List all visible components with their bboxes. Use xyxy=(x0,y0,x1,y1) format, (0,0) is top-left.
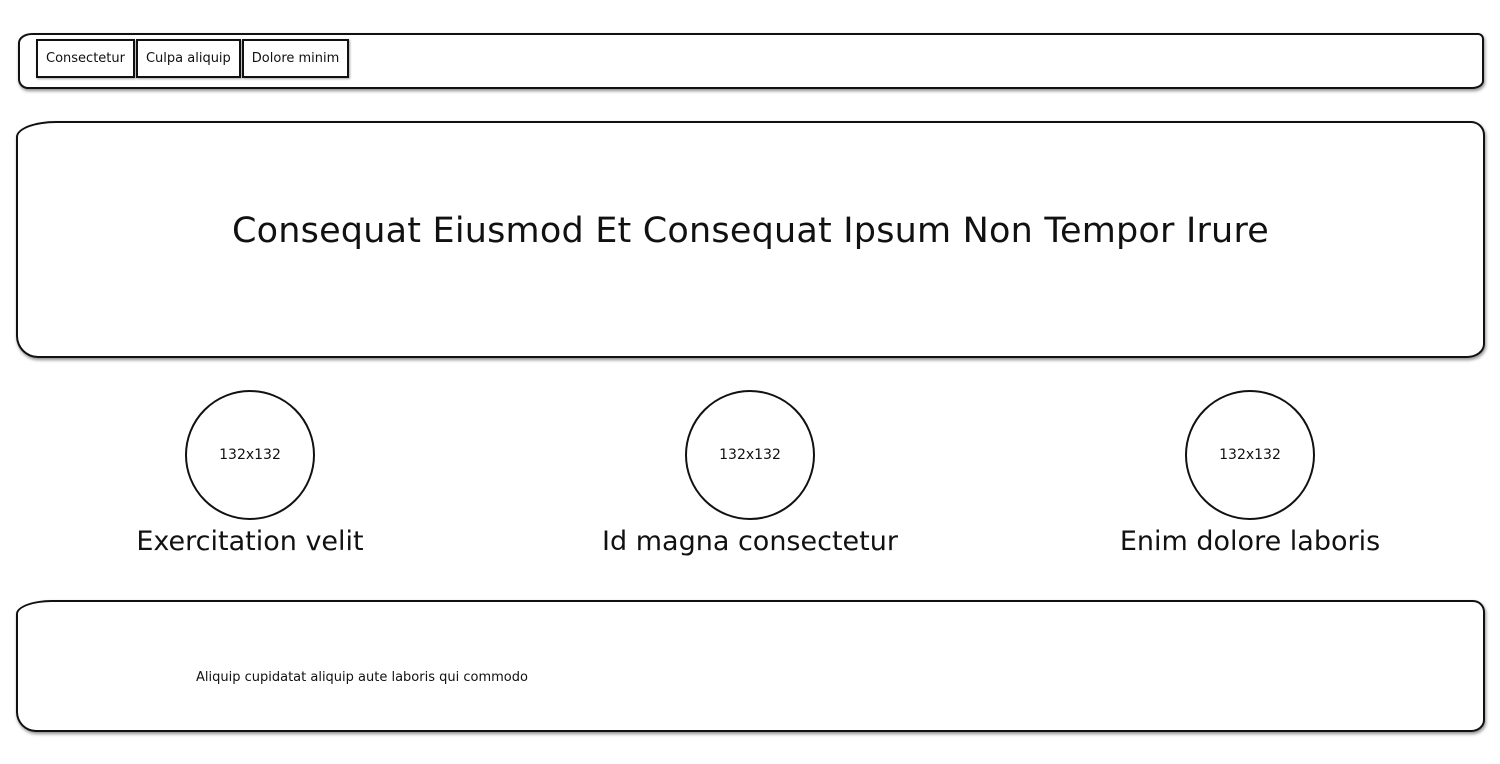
feature-image-placeholder: 132x132 xyxy=(185,390,315,520)
feature-label: Exercitation velit xyxy=(136,526,364,557)
nav-tab-culpa-aliquip[interactable]: Culpa aliquip xyxy=(135,39,241,78)
footer: Aliquip cupidatat aliquip aute laboris q… xyxy=(16,600,1485,732)
feature-label: Enim dolore laboris xyxy=(1119,526,1381,557)
feature-item: 132x132 Exercitation velit xyxy=(40,390,460,558)
footer-text: Aliquip cupidatat aliquip aute laboris q… xyxy=(196,670,528,685)
feature-item: 132x132 Id magna consectetur xyxy=(540,390,960,558)
nav-bar: Consectetur Culpa aliquip Dolore minim xyxy=(18,33,1484,89)
hero-banner: Consequat Eiusmod Et Consequat Ipsum Non… xyxy=(16,121,1485,358)
feature-label: Id magna consectetur xyxy=(602,526,898,557)
nav-tab-consectetur[interactable]: Consectetur xyxy=(36,39,135,78)
nav-tab-dolore-minim[interactable]: Dolore minim xyxy=(241,39,350,78)
feature-image-placeholder: 132x132 xyxy=(685,390,815,520)
feature-image-placeholder: 132x132 xyxy=(1185,390,1315,520)
feature-item: 132x132 Enim dolore laboris xyxy=(1040,390,1460,558)
hero-title: Consequat Eiusmod Et Consequat Ipsum Non… xyxy=(232,211,1269,251)
nav-tabs: Consectetur Culpa aliquip Dolore minim xyxy=(36,39,350,78)
